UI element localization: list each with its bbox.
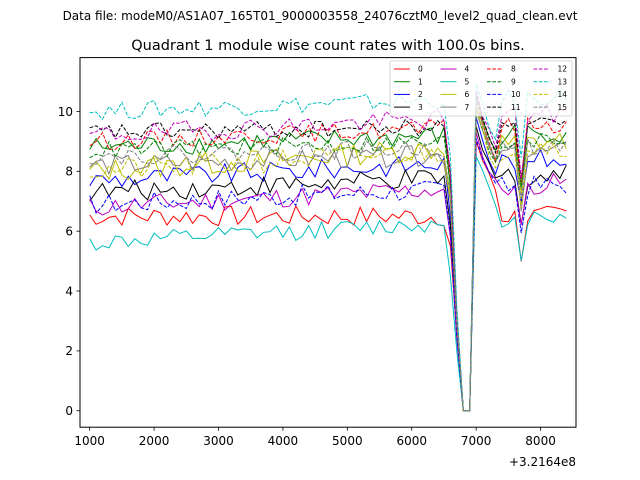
legend-label-10: 10 xyxy=(511,90,521,99)
series-line-14 xyxy=(89,111,567,412)
series-line-3 xyxy=(89,126,567,412)
y-tick-label: 2 xyxy=(65,344,73,358)
legend-label-8: 8 xyxy=(511,65,516,74)
y-tick-label: 10 xyxy=(58,105,73,119)
series-line-15 xyxy=(89,105,567,412)
legend-label-4: 4 xyxy=(465,65,470,74)
x-tick-label: 7000 xyxy=(461,434,492,448)
legend-label-1: 1 xyxy=(418,77,423,86)
x-tick-label: 8000 xyxy=(525,434,556,448)
y-tick-label: 8 xyxy=(65,165,73,179)
plot-frame xyxy=(79,57,577,428)
x-offset-label: +3.2164e8 xyxy=(509,455,576,469)
legend-label-6: 6 xyxy=(465,90,470,99)
legend-label-7: 7 xyxy=(465,103,470,112)
x-tick-label: 4000 xyxy=(268,434,299,448)
y-tick-label: 6 xyxy=(65,224,73,238)
series-line-10 xyxy=(89,138,567,412)
series-line-13 xyxy=(89,84,567,412)
series-line-0 xyxy=(89,141,567,412)
legend-label-5: 5 xyxy=(465,77,470,86)
y-tick-label: 0 xyxy=(65,404,73,418)
x-tick-label: 6000 xyxy=(396,434,427,448)
series-layer xyxy=(89,84,567,412)
series-line-6 xyxy=(89,105,567,412)
series-line-9 xyxy=(89,108,567,412)
y-tick-label: 4 xyxy=(65,284,73,298)
legend-label-9: 9 xyxy=(511,77,516,86)
figure-suptitle: Data file: modeM0/AS1A07_165T01_90000035… xyxy=(63,9,578,23)
y-axis: 0 2 4 6 8 10 xyxy=(58,105,80,418)
legend-label-11: 11 xyxy=(511,103,521,112)
x-tick-label: 1000 xyxy=(74,434,105,448)
legend-label-2: 2 xyxy=(418,90,423,99)
series-line-5 xyxy=(89,156,567,412)
legend-label-0: 0 xyxy=(418,65,423,74)
legend-box xyxy=(389,60,573,117)
legend-label-15: 15 xyxy=(558,103,568,112)
legend-label-12: 12 xyxy=(558,65,568,74)
plot-area xyxy=(80,57,576,428)
series-line-12 xyxy=(89,90,567,412)
x-tick-label: 5000 xyxy=(332,434,363,448)
x-axis: 1000 2000 3000 4000 5000 6000 7000 8000 xyxy=(74,427,556,448)
x-tick-label: 3000 xyxy=(203,434,234,448)
legend-label-14: 14 xyxy=(558,90,568,99)
series-line-8 xyxy=(89,102,567,412)
chart-title: Quadrant 1 module wise count rates with … xyxy=(131,38,525,54)
legend-label-3: 3 xyxy=(418,103,423,112)
legend-label-13: 13 xyxy=(558,77,568,86)
series-line-11 xyxy=(89,93,567,412)
x-tick-label: 2000 xyxy=(139,434,170,448)
series-line-2 xyxy=(89,117,567,412)
series-line-7 xyxy=(89,111,567,412)
